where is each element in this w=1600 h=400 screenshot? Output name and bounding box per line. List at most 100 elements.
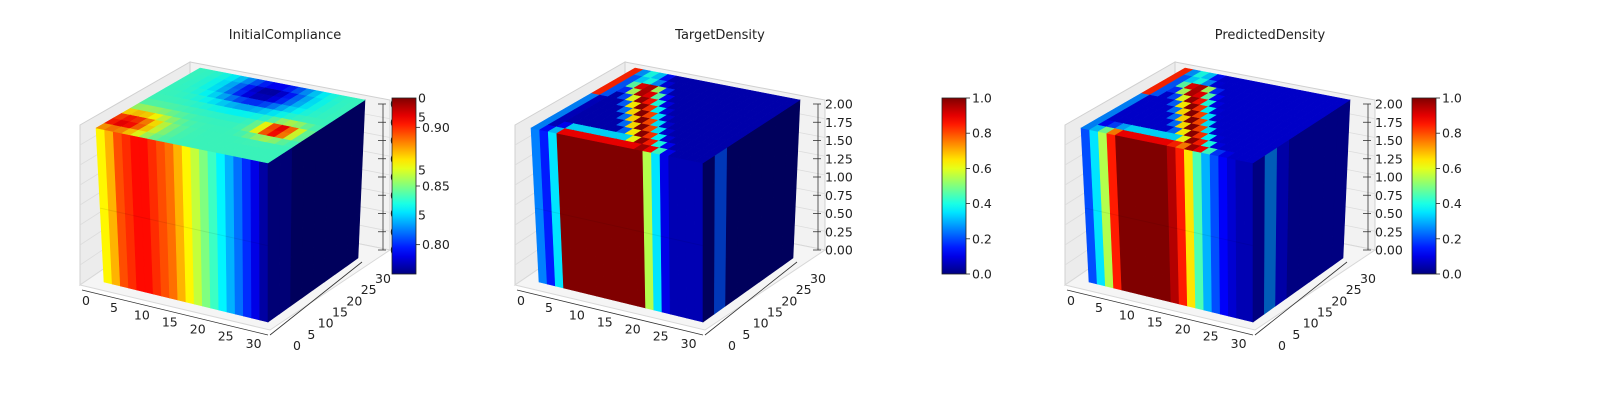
front-face-strip [694, 160, 704, 323]
y-tick-label: 0 [293, 338, 301, 353]
colorbar-tick-label: 0.2 [972, 231, 992, 246]
front-face-seam [535, 207, 704, 247]
z-tick-label: 1.00 [1375, 170, 1403, 185]
colorbar-tick-label: 0.4 [972, 196, 992, 211]
y-tick-label: 20 [1331, 293, 1347, 308]
z-tick-label: 0.75 [1375, 188, 1403, 203]
x-tick-label: 30 [246, 336, 262, 351]
z-tick-label: 2.00 [1375, 97, 1403, 112]
colorbar-tick-label: 0.8 [972, 126, 992, 141]
y-tick-label: 20 [346, 293, 362, 308]
x-tick-label: 25 [1203, 329, 1219, 344]
x-tick-label: 30 [681, 336, 697, 351]
front-face-strip [241, 157, 252, 319]
y-tick-label: 25 [361, 282, 377, 297]
x-axis-line [516, 289, 704, 336]
z-tick-label: 1.50 [1375, 133, 1403, 148]
y-tick-label: 15 [332, 305, 348, 320]
z-tick-label: 2.00 [825, 97, 853, 112]
y-tick-label: 30 [810, 271, 826, 286]
top-face-cell [782, 98, 801, 106]
x-tick-label: 25 [653, 329, 669, 344]
y-axis-line [1254, 261, 1348, 336]
colorbar-tick-label: 1.0 [972, 91, 992, 106]
front-face-strip [1235, 159, 1246, 321]
colorbar-tick-label: 0.8 [1442, 126, 1462, 141]
x-tick-label: 15 [1147, 314, 1163, 329]
x-tick-label: 30 [1231, 336, 1247, 351]
front-face-strip [668, 155, 679, 317]
x-tick-label: 10 [1119, 307, 1135, 322]
y-tick-label: 5 [742, 327, 750, 342]
colorbar-tick-label: 0.85 [422, 179, 450, 194]
x-tick-label: 20 [625, 322, 641, 337]
x-tick-label: 0 [1067, 293, 1075, 308]
front-face-strip [250, 159, 261, 321]
x-tick-label: 20 [1175, 322, 1191, 337]
colorbar-tick-label: 0.0 [972, 267, 992, 282]
colorbar [391, 97, 417, 275]
front-face-strip [1244, 160, 1254, 323]
colorbar-tick-label: 0.2 [1442, 231, 1462, 246]
y-tick-label: 0 [728, 338, 736, 353]
z-tick-label: 1.50 [825, 133, 853, 148]
colorbar-tick-label: 0.0 [1442, 267, 1462, 282]
front-face-strip [1226, 157, 1237, 319]
z-tick-label: 0.75 [825, 188, 853, 203]
right-face-strip [267, 154, 281, 323]
x-tick-label: 10 [569, 307, 585, 322]
y-tick-label: 5 [307, 327, 315, 342]
front-face-seam [1085, 207, 1254, 247]
y-tick-label: 10 [753, 316, 769, 331]
z-tick-label: 1.00 [825, 170, 853, 185]
colorbar-side-label: 5 [418, 163, 426, 178]
z-tick-label: 0.25 [1375, 224, 1403, 239]
right-face-strip [713, 146, 728, 315]
colorbar-tick-label: 0.80 [422, 237, 450, 252]
colorbar [1411, 97, 1437, 275]
colorbar-top-label: 0 [418, 91, 426, 106]
colorbar-tick-label: 0.4 [1442, 196, 1462, 211]
top-face-cell [347, 98, 366, 106]
y-axis-line [269, 261, 363, 336]
z-tick-label: 1.75 [825, 115, 853, 130]
x-tick-label: 5 [545, 300, 553, 315]
y-tick-label: 10 [318, 316, 334, 331]
chart-title: InitialCompliance [229, 28, 342, 43]
y-tick-label: 30 [1360, 271, 1376, 286]
front-face-strip [685, 159, 696, 321]
chart-title: TargetDensity [674, 28, 765, 43]
y-tick-label: 10 [1303, 316, 1319, 331]
front-face-strip [1218, 155, 1229, 317]
x-tick-label: 0 [82, 293, 90, 308]
colorbar [941, 97, 967, 275]
chart-title: PredictedDensity [1215, 28, 1326, 43]
y-tick-label: 5 [1292, 327, 1300, 342]
y-tick-label: 15 [1317, 305, 1333, 320]
x-tick-label: 25 [218, 329, 234, 344]
x-axis-line [1066, 289, 1254, 336]
y-tick-label: 30 [375, 271, 391, 286]
z-tick-label: 1.25 [1375, 151, 1403, 166]
front-face-strip [676, 157, 687, 319]
colorbar-tick-label: 0.90 [422, 120, 450, 135]
front-face-strip [233, 155, 244, 317]
right-face-strip [1263, 146, 1278, 315]
colorbar-tick-label: 1.0 [1442, 91, 1462, 106]
colorbar-side-label: 5 [418, 208, 426, 223]
front-face-strip [259, 160, 269, 323]
y-tick-label: 25 [796, 282, 812, 297]
colorbar-tick-label: 0.6 [1442, 161, 1462, 176]
z-tick-label: 1.75 [1375, 115, 1403, 130]
x-tick-label: 20 [190, 322, 206, 337]
x-tick-label: 15 [597, 314, 613, 329]
right-face-strip [278, 146, 293, 315]
z-tick-label: 0.50 [1375, 206, 1403, 221]
x-tick-label: 10 [134, 307, 150, 322]
y-tick-label: 20 [781, 293, 797, 308]
z-tick-label: 1.25 [825, 151, 853, 166]
